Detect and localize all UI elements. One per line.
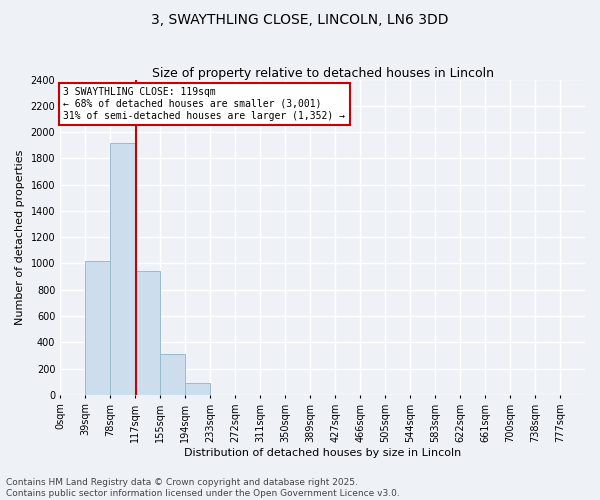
Title: Size of property relative to detached houses in Lincoln: Size of property relative to detached ho… bbox=[152, 66, 494, 80]
Bar bbox=[160, 354, 185, 395]
Text: 3 SWAYTHLING CLOSE: 119sqm
← 68% of detached houses are smaller (3,001)
31% of s: 3 SWAYTHLING CLOSE: 119sqm ← 68% of deta… bbox=[64, 88, 346, 120]
Bar bbox=[185, 383, 210, 395]
Bar bbox=[135, 272, 160, 395]
Bar bbox=[110, 142, 135, 395]
Text: 3, SWAYTHLING CLOSE, LINCOLN, LN6 3DD: 3, SWAYTHLING CLOSE, LINCOLN, LN6 3DD bbox=[151, 12, 449, 26]
Bar bbox=[85, 261, 110, 395]
X-axis label: Distribution of detached houses by size in Lincoln: Distribution of detached houses by size … bbox=[184, 448, 461, 458]
Text: Contains HM Land Registry data © Crown copyright and database right 2025.
Contai: Contains HM Land Registry data © Crown c… bbox=[6, 478, 400, 498]
Y-axis label: Number of detached properties: Number of detached properties bbox=[15, 150, 25, 325]
